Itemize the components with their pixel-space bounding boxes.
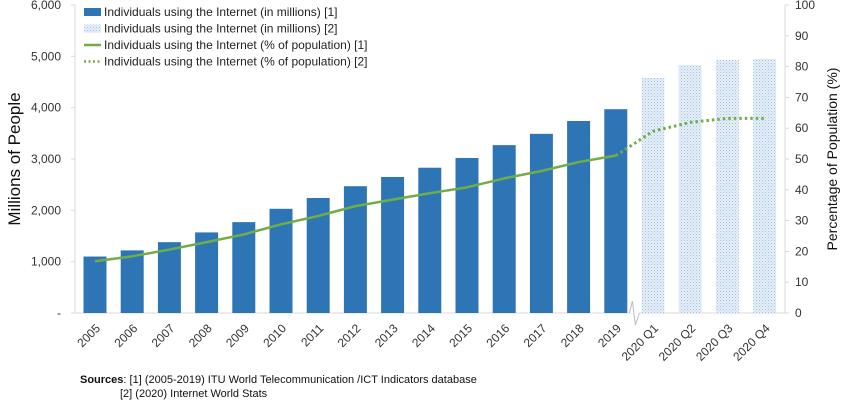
- x-tick-label: 2019: [595, 321, 624, 350]
- bar: [120, 250, 144, 313]
- bar-forecast: [715, 59, 739, 313]
- right-tick-label: 10: [795, 275, 809, 289]
- bar-forecast: [678, 65, 702, 313]
- bar: [306, 198, 330, 313]
- internet-users-chart: - 1,000 2,000 3,000 4,000 5,000 6,000 0 10 20 30 40…: [5, 0, 840, 364]
- x-tick-label: 2018: [558, 321, 587, 350]
- legend-swatch: [84, 24, 101, 33]
- legend-label: Individuals using the Internet (in milli…: [104, 22, 337, 36]
- left-tick-label: 6,000: [31, 0, 61, 12]
- x-tick-label: 2012: [335, 321, 364, 350]
- bar: [232, 222, 256, 313]
- legend-label: Individuals using the Internet (in milli…: [104, 5, 337, 19]
- left-tick-label: -: [57, 306, 61, 320]
- bar: [157, 242, 181, 313]
- right-tick-label: 70: [795, 90, 809, 104]
- sources-line-1: Sources: [1] (2005-2019) ITU World Telec…: [80, 374, 477, 386]
- left-tick-label: 3,000: [31, 152, 61, 166]
- legend-item: Individuals using the Internet (in milli…: [84, 5, 337, 19]
- left-tick-label: 1,000: [31, 255, 61, 269]
- bar: [343, 186, 367, 313]
- x-tick-label: 2013: [372, 321, 401, 350]
- left-axis-title: Millions of People: [5, 92, 24, 225]
- line-percent: [94, 154, 617, 263]
- right-tick-label: 0: [795, 306, 802, 320]
- bar: [195, 232, 219, 313]
- line-percent-forecast: [614, 116, 765, 157]
- x-tick-label: 2008: [186, 321, 215, 350]
- x-tick-label: 2015: [446, 321, 475, 350]
- bar: [455, 157, 479, 313]
- legend-item: Individuals using the Internet (% of pop…: [84, 38, 368, 52]
- axis-break-mark: [628, 300, 640, 326]
- right-tick-label: 20: [795, 244, 809, 258]
- legend-label: Individuals using the Internet (% of pop…: [104, 38, 368, 52]
- bar: [492, 145, 516, 313]
- x-tick-label: 2009: [223, 321, 252, 350]
- bar-forecast: [753, 58, 777, 314]
- sources-label: Sources: [80, 374, 124, 386]
- sources-text-1: : [1] (2005-2019) ITU World Telecommunic…: [123, 374, 477, 386]
- left-tick-label: 5,000: [31, 49, 61, 63]
- bar-forecast: [641, 77, 665, 313]
- x-tick-label: 2017: [521, 321, 550, 350]
- x-tick-label: 2020 Q3: [693, 321, 736, 364]
- x-tick-label: 2020 Q4: [730, 321, 773, 364]
- legend-swatch: [84, 8, 101, 16]
- x-tick-label: 2014: [409, 321, 438, 350]
- legend-label: Individuals using the Internet (% of pop…: [104, 55, 368, 69]
- right-tick-label: 90: [795, 29, 809, 43]
- right-axis-title: Percentage of Population (%): [824, 68, 840, 251]
- right-tick-label: 40: [795, 183, 809, 197]
- bar: [83, 256, 107, 313]
- right-tick-label: 80: [795, 60, 809, 74]
- sources-line-2: [2] (2020) Internet World Stats: [120, 388, 268, 400]
- x-tick-label: 2011: [298, 321, 326, 349]
- right-tick-label: 30: [795, 214, 809, 228]
- bar: [418, 167, 442, 313]
- x-tick-label: 2020 Q1: [619, 321, 662, 364]
- right-tick-label: 60: [795, 121, 809, 135]
- bar: [529, 133, 553, 313]
- bar: [567, 121, 591, 313]
- x-tick-label: 2010: [260, 321, 289, 350]
- bar: [269, 208, 293, 313]
- right-tick-label: 50: [795, 152, 809, 166]
- left-tick-label: 2,000: [31, 203, 61, 217]
- right-tick-label: 100: [795, 0, 815, 12]
- bar: [604, 109, 628, 313]
- legend-item: Individuals using the Internet (in milli…: [84, 22, 337, 36]
- x-tick-label: 2006: [112, 321, 141, 350]
- x-tick-label: 2020 Q2: [656, 321, 699, 364]
- left-tick-label: 4,000: [31, 101, 61, 115]
- x-tick-label: 2016: [484, 321, 513, 350]
- legend-item: Individuals using the Internet (% of pop…: [84, 55, 368, 69]
- bar: [381, 176, 405, 313]
- x-tick-label: 2005: [74, 321, 103, 350]
- x-tick-label: 2007: [149, 321, 178, 350]
